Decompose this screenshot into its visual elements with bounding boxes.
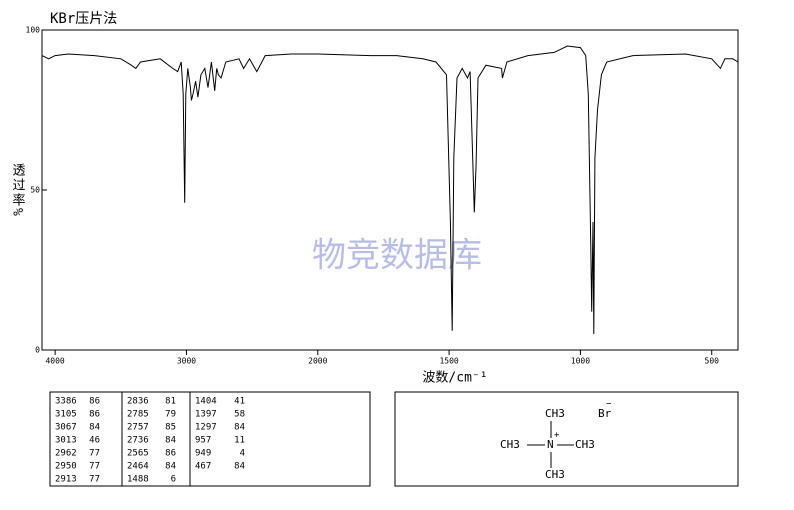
peak-transmittance: 84 (165, 436, 176, 446)
atom-label: CH3 (500, 438, 520, 451)
peak-wavenumber: 3105 (55, 410, 77, 420)
peak-transmittance: 86 (165, 449, 176, 459)
peak-transmittance: 84 (234, 462, 245, 472)
structure-box (394, 391, 739, 487)
x-tick-label: 4000 (45, 357, 64, 366)
y-axis-label: 透过率% (10, 163, 26, 218)
peak-wavenumber: 3013 (55, 436, 77, 446)
peak-transmittance: 84 (89, 423, 100, 433)
peak-wavenumber: 1297 (195, 423, 217, 433)
spectrum-line (41, 45, 739, 335)
atom-label: CH3 (575, 438, 595, 451)
peak-wavenumber: 2785 (127, 410, 149, 420)
atom-label: CH3 (545, 468, 565, 481)
peak-transmittance: 58 (234, 410, 245, 420)
peak-wavenumber: 2962 (55, 449, 77, 459)
peak-transmittance: 77 (89, 449, 100, 459)
peak-transmittance: 11 (234, 436, 245, 446)
peak-wavenumber: 2757 (127, 423, 149, 433)
peak-transmittance: 86 (89, 410, 100, 420)
x-tick-label: 1500 (439, 357, 458, 366)
peak-transmittance: 6 (171, 475, 176, 485)
x-tick-label: 3000 (177, 357, 196, 366)
peak-transmittance: 84 (165, 462, 176, 472)
x-tick-label: 500 (705, 357, 720, 366)
peak-transmittance: 79 (165, 410, 176, 420)
peak-wavenumber: 2836 (127, 397, 149, 407)
charge: − (606, 400, 612, 410)
peak-wavenumber: 2950 (55, 462, 77, 472)
peak-transmittance: 4 (240, 449, 245, 459)
plot-frame (41, 29, 739, 351)
peak-wavenumber: 3386 (55, 397, 77, 407)
peak-transmittance: 77 (89, 462, 100, 472)
peak-transmittance: 86 (89, 397, 100, 407)
peak-wavenumber: 1404 (195, 397, 217, 407)
structure: CH3 CH3 CH3 CH3 N + Br − (500, 400, 612, 482)
atom-label: Br (598, 407, 612, 420)
y-tick-label: 0 (35, 346, 40, 355)
charge: + (554, 431, 560, 441)
peak-table-box (49, 391, 371, 487)
peak-wavenumber: 1397 (195, 410, 217, 420)
peak-wavenumber: 949 (195, 449, 211, 459)
peak-transmittance: 81 (165, 397, 176, 407)
peak-wavenumber: 2565 (127, 449, 149, 459)
peak-transmittance: 46 (89, 436, 100, 446)
watermark: 物竞数据库 (312, 236, 482, 276)
y-tick-label: 100 (26, 26, 41, 35)
peak-wavenumber: 467 (195, 462, 211, 472)
peak-wavenumber: 2913 (55, 475, 77, 485)
peak-transmittance: 41 (234, 397, 245, 407)
peak-wavenumber: 2464 (127, 462, 149, 472)
x-tick-label: 1000 (571, 357, 590, 366)
x-tick-label: 2000 (308, 357, 327, 366)
peak-transmittance: 84 (234, 423, 245, 433)
atom-label: CH3 (545, 407, 565, 420)
atom-label: N (547, 438, 554, 451)
chart-title: KBr压片法 (50, 11, 117, 27)
peak-transmittance: 85 (165, 423, 176, 433)
y-tick-label: 50 (30, 186, 40, 195)
peak-wavenumber: 3067 (55, 423, 77, 433)
peak-wavenumber: 1488 (127, 475, 149, 485)
x-axis-label: 波数/cm⁻¹ (422, 371, 487, 386)
peak-transmittance: 77 (89, 475, 100, 485)
peak-wavenumber: 2736 (127, 436, 149, 446)
peak-wavenumber: 957 (195, 436, 211, 446)
